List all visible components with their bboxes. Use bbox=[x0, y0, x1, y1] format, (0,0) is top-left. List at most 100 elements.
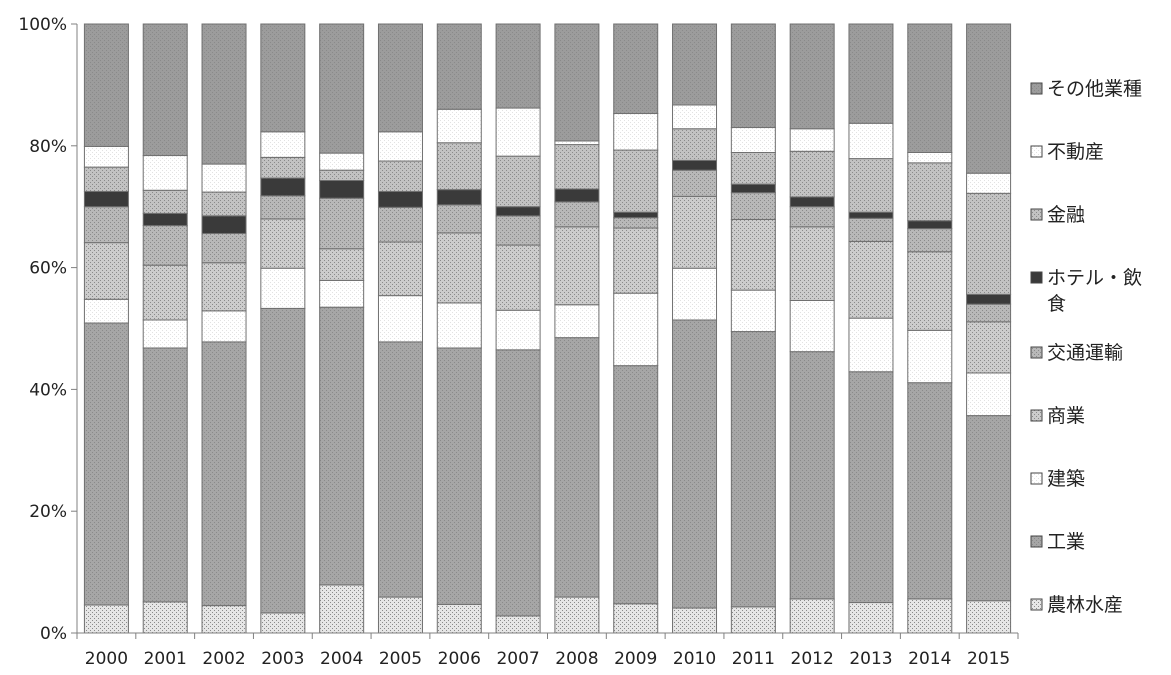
bar-segment-2004-5 bbox=[319, 180, 365, 199]
legend-item-7: 不動産 bbox=[1030, 141, 1104, 163]
legend-swatch bbox=[1030, 271, 1043, 284]
bar-segment-2012-5 bbox=[789, 196, 835, 208]
bar-segment-2014-6 bbox=[907, 162, 953, 222]
legend-swatch bbox=[1030, 346, 1043, 359]
bar-segment-2010-7 bbox=[672, 104, 718, 130]
y-tick-label: 40% bbox=[29, 380, 67, 400]
legend-swatch bbox=[1030, 472, 1043, 485]
bar-segment-2009-4 bbox=[613, 217, 659, 229]
legend-item-1: 工業 bbox=[1030, 531, 1085, 553]
bar-segment-2013-2 bbox=[848, 317, 894, 373]
legend-item-5: ホテル・飲食 bbox=[1030, 267, 1142, 315]
bar-segment-2006-3 bbox=[436, 232, 482, 304]
bar-segment-2006-7 bbox=[436, 108, 482, 144]
legend-item-4: 交通運輸 bbox=[1030, 342, 1123, 364]
bar-segment-2004-7 bbox=[319, 152, 365, 171]
legend-item-6: 金融 bbox=[1030, 204, 1085, 226]
bar-segment-2005-7 bbox=[377, 131, 423, 162]
bar-segment-2012-6 bbox=[789, 150, 835, 198]
bar-segment-2007-5 bbox=[495, 206, 541, 217]
legend-swatch bbox=[1030, 535, 1043, 548]
bar-segment-2010-6 bbox=[672, 128, 718, 161]
bar-segment-2014-4 bbox=[907, 228, 953, 253]
bar-segment-2014-0 bbox=[907, 598, 953, 634]
legend-label: 農林水産 bbox=[1047, 594, 1123, 616]
x-tick-label: 2015 bbox=[967, 649, 1010, 669]
bar-segment-2008-2 bbox=[554, 304, 600, 339]
bar-segment-2011-5 bbox=[730, 183, 776, 194]
bar-segment-2002-3 bbox=[201, 262, 247, 312]
legend-item-8: その他業種 bbox=[1030, 78, 1142, 100]
axes-layer: 0% 20% 40% 60% 80% 100% 2000 2001 2002 2003 2004 20… bbox=[18, 15, 1019, 669]
bar-segment-2001-6 bbox=[142, 189, 188, 214]
x-tick-label: 2012 bbox=[791, 649, 834, 669]
bar-segment-2007-3 bbox=[495, 244, 541, 311]
bar-segment-2004-3 bbox=[319, 248, 365, 281]
bar-segment-2010-4 bbox=[672, 169, 718, 197]
x-tick-label: 2004 bbox=[320, 649, 363, 669]
bar-segment-2007-1 bbox=[495, 349, 541, 617]
bar-segment-2011-4 bbox=[730, 192, 776, 220]
legend-label: 工業 bbox=[1047, 531, 1085, 553]
bar-segment-2014-5 bbox=[907, 220, 953, 230]
bar-segment-2000-3 bbox=[83, 242, 129, 300]
bar-segment-2004-2 bbox=[319, 279, 365, 308]
bar-segment-2009-3 bbox=[613, 227, 659, 294]
bar-segment-2003-1 bbox=[260, 307, 306, 614]
x-tick-label: 2011 bbox=[732, 649, 775, 669]
bar-segment-2005-0 bbox=[377, 596, 423, 634]
bar-segment-2008-4 bbox=[554, 201, 600, 228]
bar-segment-2008-6 bbox=[554, 144, 600, 190]
bar-segment-2006-5 bbox=[436, 189, 482, 206]
bar-segment-2010-1 bbox=[672, 319, 718, 609]
bar-segment-2009-1 bbox=[613, 365, 659, 605]
x-tick-label: 2002 bbox=[202, 649, 245, 669]
bar-segment-2001-1 bbox=[142, 347, 188, 603]
bar-segment-2003-3 bbox=[260, 218, 306, 269]
legend-item-3: 商業 bbox=[1030, 405, 1085, 427]
bar-segment-2007-7 bbox=[495, 107, 541, 157]
bar-segment-2003-8 bbox=[260, 23, 306, 133]
bar-segment-2005-4 bbox=[377, 206, 423, 243]
bar-segment-2012-4 bbox=[789, 206, 835, 228]
bar-segment-2006-2 bbox=[436, 302, 482, 349]
bar-segment-2015-5 bbox=[966, 293, 1012, 305]
bar-segment-2002-2 bbox=[201, 310, 247, 343]
legend-swatch bbox=[1030, 409, 1043, 422]
bar-segment-2008-3 bbox=[554, 226, 600, 306]
bar-segment-2006-1 bbox=[436, 347, 482, 605]
bar-segment-2002-5 bbox=[201, 215, 247, 234]
legend-label: 金融 bbox=[1047, 204, 1085, 226]
bar-segment-2010-3 bbox=[672, 195, 718, 269]
legend-label: 建築 bbox=[1047, 468, 1085, 490]
bar-segment-2008-0 bbox=[554, 596, 600, 634]
bar-segment-2015-6 bbox=[966, 192, 1012, 295]
bar-segment-2006-8 bbox=[436, 23, 482, 110]
bars-layer bbox=[83, 23, 1012, 634]
bar-segment-2005-8 bbox=[377, 23, 423, 133]
bar-segment-2014-1 bbox=[907, 382, 953, 600]
bar-segment-2015-1 bbox=[966, 415, 1012, 602]
bar-segment-2014-3 bbox=[907, 251, 953, 331]
bar-segment-2001-7 bbox=[142, 155, 188, 191]
x-tick-label: 2013 bbox=[849, 649, 892, 669]
bar-segment-2000-5 bbox=[83, 190, 129, 208]
bar-segment-2011-6 bbox=[730, 152, 776, 185]
bar-segment-2015-7 bbox=[966, 172, 1012, 194]
bar-segment-2012-8 bbox=[789, 23, 835, 130]
bar-segment-2015-8 bbox=[966, 23, 1012, 174]
bar-segment-2005-3 bbox=[377, 241, 423, 297]
legend-item-0: 農林水産 bbox=[1030, 594, 1123, 616]
bar-segment-2000-4 bbox=[83, 206, 129, 244]
bar-segment-2009-6 bbox=[613, 149, 659, 213]
bar-segment-2002-7 bbox=[201, 163, 247, 193]
legend-swatch bbox=[1030, 145, 1043, 158]
bar-segment-2006-4 bbox=[436, 204, 482, 234]
legend-item-2: 建築 bbox=[1030, 468, 1085, 490]
bar-segment-2001-8 bbox=[142, 23, 188, 157]
bar-segment-2012-2 bbox=[789, 299, 835, 353]
x-tick-label: 2009 bbox=[614, 649, 657, 669]
legend-label: 商業 bbox=[1047, 405, 1085, 427]
